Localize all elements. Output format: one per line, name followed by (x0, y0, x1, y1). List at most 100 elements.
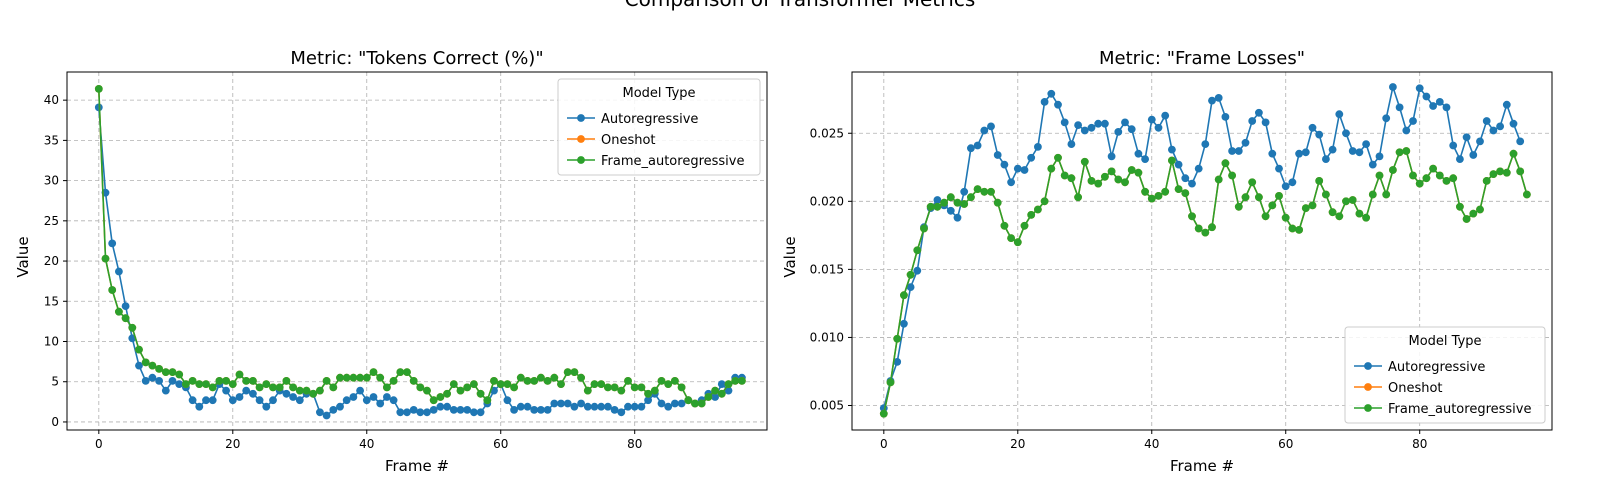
legend-label: Frame_autoregressive (1388, 402, 1531, 417)
data-point (108, 239, 117, 248)
data-point (1234, 147, 1243, 155)
data-point (409, 377, 418, 385)
data-point (577, 399, 585, 408)
data-point (617, 408, 626, 417)
data-point (1268, 149, 1277, 158)
data-point (933, 196, 942, 204)
data-point (913, 266, 922, 275)
data-point (389, 396, 398, 405)
y-tick-label: 30 (44, 174, 59, 188)
x-tick-label: 60 (493, 437, 508, 451)
y-axis-label: Value (14, 236, 32, 277)
legend-item: Frame_autoregressive (1354, 402, 1531, 417)
chart-title: Metric: "Frame Losses" (1099, 48, 1305, 69)
data-point (121, 314, 130, 323)
legend-item: Oneshot (1354, 381, 1443, 396)
data-point (235, 370, 244, 379)
data-point (1134, 168, 1143, 177)
data-point (550, 399, 559, 408)
data-point (967, 144, 975, 153)
data-point (228, 396, 237, 405)
legend-item: Autoregressive (1354, 360, 1485, 375)
data-point (316, 408, 324, 417)
x-tick-label: 60 (1278, 437, 1293, 451)
data-point (1288, 178, 1297, 187)
data-point (967, 193, 975, 202)
data-point (1208, 96, 1216, 105)
data-point (1476, 205, 1484, 214)
data-point (1087, 123, 1096, 132)
data-point (1013, 164, 1022, 173)
data-point (711, 386, 719, 395)
data-point (563, 368, 572, 376)
data-point (188, 377, 197, 385)
data-point (242, 386, 251, 395)
data-point (362, 396, 371, 405)
data-point (1355, 148, 1364, 157)
data-point (906, 283, 915, 291)
data-point (1502, 168, 1511, 177)
data-point (383, 383, 391, 392)
data-point (168, 377, 177, 385)
data-point (1342, 197, 1350, 206)
data-point (222, 377, 231, 385)
data-point (1335, 212, 1344, 221)
data-point (228, 380, 237, 388)
legend-item: Oneshot (567, 133, 656, 148)
data-point (557, 399, 565, 408)
data-point (980, 126, 989, 135)
data-point (249, 389, 257, 398)
legend-swatch-marker (1364, 383, 1372, 391)
data-point (724, 380, 733, 388)
data-point (570, 402, 579, 411)
data-point (295, 396, 304, 405)
data-point (1127, 166, 1136, 174)
data-point (342, 396, 351, 405)
data-point (336, 402, 344, 411)
series-autoregressive (879, 83, 1525, 413)
data-point (510, 383, 518, 392)
data-point (993, 151, 1002, 159)
data-point (403, 368, 411, 376)
data-point (443, 402, 451, 411)
data-point (537, 373, 545, 382)
data-point (1107, 152, 1116, 161)
data-point (1402, 126, 1411, 135)
data-point (1181, 189, 1190, 198)
data-point (1161, 111, 1170, 120)
data-point (128, 323, 137, 332)
y-axis-label: Value (781, 236, 799, 277)
data-point (1094, 119, 1103, 128)
data-point (1000, 221, 1009, 230)
data-point (1127, 125, 1136, 134)
data-point (920, 224, 928, 233)
data-point (1094, 179, 1103, 188)
data-point (262, 402, 271, 411)
data-point (362, 373, 371, 382)
data-point (886, 378, 895, 387)
data-point (503, 396, 512, 405)
data-point (617, 386, 626, 395)
data-point (429, 396, 438, 405)
x-tick-label: 20 (225, 437, 240, 451)
data-point (1449, 174, 1458, 183)
data-point (577, 373, 585, 382)
data-point (1382, 114, 1391, 123)
y-tick-label: 20 (44, 254, 59, 268)
data-point (630, 402, 639, 411)
legend-item: Autoregressive (567, 112, 698, 127)
data-point (630, 383, 639, 392)
data-point (1074, 121, 1082, 129)
legend-swatch-marker (1364, 362, 1372, 370)
data-point (269, 383, 277, 392)
data-point (202, 396, 210, 405)
legend-box (557, 78, 761, 176)
data-point (1275, 192, 1283, 200)
data-point (583, 402, 592, 411)
data-point (724, 386, 733, 395)
data-point (182, 380, 190, 388)
x-tick-label: 0 (880, 437, 888, 451)
data-point (1375, 152, 1384, 161)
data-point (449, 380, 458, 388)
